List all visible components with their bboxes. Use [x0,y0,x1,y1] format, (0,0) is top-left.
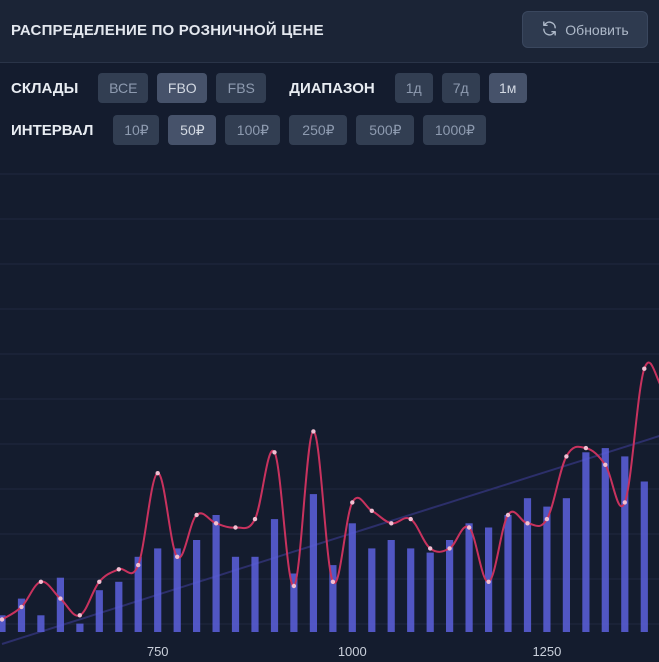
histogram-bar [290,573,298,632]
interval-100-button[interactable]: 100₽ [225,115,281,145]
histogram-bar [37,615,45,632]
line-point [77,613,83,618]
range-label: ДИАПАЗОН [289,79,375,97]
line-point [194,512,199,518]
histogram-bar [0,615,6,632]
histogram-bar [115,581,123,632]
histogram-bar [543,506,551,632]
histogram-bar [17,598,26,632]
interval-500-button[interactable]: 500₽ [356,115,415,145]
range-7d-button[interactable]: 7д [441,73,480,103]
histogram-bar [601,448,609,632]
histogram-bar [446,540,454,632]
refresh-button[interactable]: Обновить [522,11,648,48]
line-point [350,500,355,505]
line-point [389,521,394,526]
interval-250-button[interactable]: 250₽ [289,115,348,145]
line-point [58,596,63,601]
line-point [233,525,238,530]
warehouse-fbs-button[interactable]: FBS [216,73,267,103]
histogram-bar [95,590,103,632]
line-point [19,604,24,610]
histogram-bar [154,548,162,632]
histogram-bar [562,498,570,632]
line-point [38,579,44,584]
line-point [544,516,550,522]
interval-1000-button[interactable]: 1000₽ [423,115,487,145]
warehouse-fbo-button[interactable]: FBO [157,73,208,103]
histogram-bar [329,565,337,632]
interval-label: ИНТЕРВАЛ [11,121,94,139]
price-distribution-chart: 7501000125015001750200022502500275030003… [0,173,659,659]
interval-10-button[interactable]: 10₽ [113,115,160,145]
line-point [0,617,5,622]
line-point [136,562,141,568]
histogram-bar [76,623,84,632]
line-point [603,462,608,467]
histogram-bar [523,498,532,632]
line-point [116,567,122,572]
histogram-bar [407,548,415,632]
histogram-bar [426,552,434,632]
line-point [525,521,530,526]
histogram-bar [270,519,279,632]
line-point [330,579,336,584]
refresh-icon [541,20,558,40]
line-point [291,583,297,589]
histogram-bar [251,556,259,632]
line-point [369,508,374,513]
filters-row-1: СКЛАДЫ ВСЕ FBO FBS ДИАПАЗОН 1д 7д 1м [11,73,536,103]
line-point [272,450,277,455]
histogram-bar [621,456,629,632]
histogram-bar [582,452,590,632]
histogram-bar [134,556,142,632]
histogram-bar [504,515,512,632]
histogram-bar [309,494,317,632]
histogram-bar [193,540,201,632]
line-point [408,516,413,522]
line-point [252,516,258,522]
histogram-bar [368,548,376,632]
histogram-bar [465,523,473,632]
line-point [175,554,180,559]
histogram-bar [387,540,395,632]
interval-50-button[interactable]: 50₽ [168,115,217,145]
histogram-bar [348,523,356,632]
range-1m-button[interactable]: 1м [488,73,527,103]
line-point [564,454,569,459]
line-point [213,521,219,526]
range-1d-button[interactable]: 1д [394,73,433,103]
filters-row-2: ИНТЕРВАЛ 10₽ 50₽ 100₽ 250₽ 500₽ 1000₽ [11,115,495,145]
refresh-label: Обновить [565,21,629,38]
histogram-bar [56,577,64,632]
x-tick-label: 1000 [338,644,367,659]
line-point [466,525,472,530]
panel-header: РАСПРЕДЕЛЕНИЕ ПО РОЗНИЧНОЙ ЦЕНЕ Обновить [0,0,659,63]
histogram-bar [231,556,240,632]
histogram-bar [212,515,220,632]
warehouse-all-button[interactable]: ВСЕ [98,73,149,103]
line-point [155,471,160,476]
histogram-bar [640,481,648,632]
line-point [97,579,102,584]
x-tick-label: 1250 [532,644,561,659]
line-point [505,512,511,518]
line-point [486,579,491,584]
x-tick-label: 750 [147,644,169,659]
line-point [622,500,627,505]
histogram-bar [173,548,181,632]
line-point [311,429,316,434]
line-point [583,445,589,451]
warehouses-label: СКЛАДЫ [11,79,79,97]
panel-title: РАСПРЕДЕЛЕНИЕ ПО РОЗНИЧНОЙ ЦЕНЕ [11,22,324,39]
distribution-line [1,361,659,621]
line-point [642,366,647,371]
line-point [428,546,433,551]
line-point [447,546,452,551]
